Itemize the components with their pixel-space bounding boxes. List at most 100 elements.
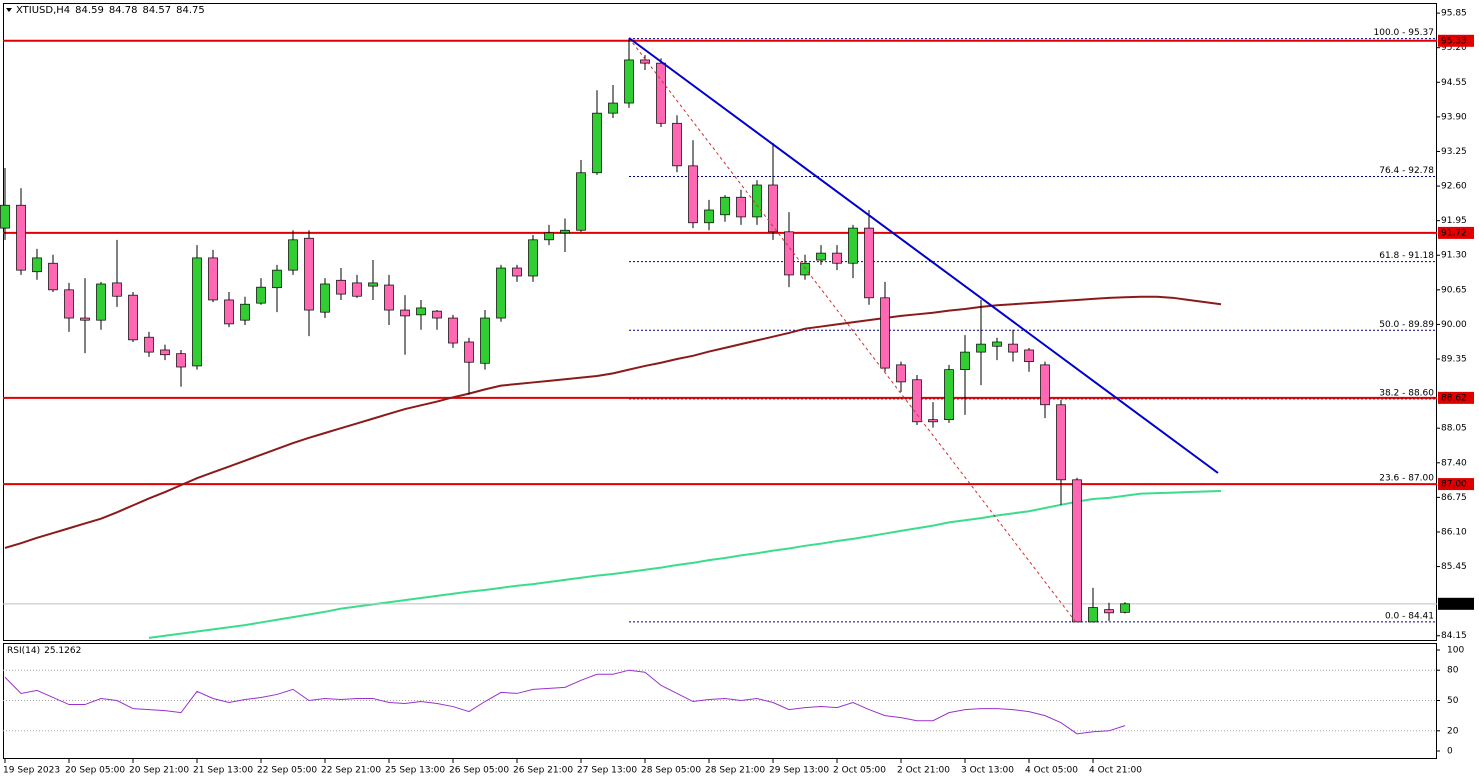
x-tick-label: 26 Sep 21:00 bbox=[513, 766, 573, 776]
candle-body bbox=[560, 229, 570, 234]
y-tick-label: 89.35 bbox=[1441, 355, 1467, 365]
candle-body bbox=[1024, 349, 1034, 363]
candle-body bbox=[944, 369, 954, 421]
candle-body bbox=[32, 257, 42, 273]
trend-line bbox=[628, 37, 1219, 474]
candle-body bbox=[272, 269, 282, 289]
candle-body bbox=[608, 102, 618, 114]
candle-body bbox=[864, 227, 874, 299]
candle-body bbox=[928, 419, 938, 423]
candle-body bbox=[1056, 404, 1066, 481]
y-tick-label: 84.15 bbox=[1441, 631, 1467, 641]
candle-body bbox=[224, 299, 234, 325]
x-tick-label: 21 Sep 13:00 bbox=[193, 766, 253, 776]
candle-body bbox=[656, 62, 666, 124]
candle-body bbox=[368, 282, 378, 287]
candle-body bbox=[576, 172, 586, 231]
y-tick-label: 86.75 bbox=[1441, 493, 1467, 503]
x-tick-label: 22 Sep 05:00 bbox=[257, 766, 317, 776]
level-label: 91.72 bbox=[1441, 228, 1467, 238]
low-value: 84.57 bbox=[142, 5, 171, 16]
high-value: 84.78 bbox=[109, 5, 138, 16]
candle-body bbox=[976, 343, 986, 353]
y-tick-label: 0 bbox=[1447, 747, 1453, 757]
fib-label: 23.6 - 87.00 bbox=[1379, 474, 1434, 484]
candle-body bbox=[512, 267, 522, 277]
current-price-label: 84.75 bbox=[1441, 599, 1467, 609]
open-value: 84.59 bbox=[75, 5, 104, 16]
candle-body bbox=[320, 283, 330, 313]
candle-body bbox=[240, 303, 250, 321]
candle-body bbox=[768, 184, 778, 233]
candle-body bbox=[624, 59, 634, 104]
level-label: 87.00 bbox=[1441, 480, 1467, 490]
y-tick-label: 88.05 bbox=[1441, 424, 1467, 434]
y-tick-label: 85.45 bbox=[1441, 562, 1467, 572]
candle-body bbox=[256, 286, 266, 304]
x-tick-label: 20 Sep 21:00 bbox=[129, 766, 189, 776]
y-tick-label: 90.00 bbox=[1441, 320, 1467, 330]
candle-body bbox=[720, 196, 730, 216]
candle-body bbox=[48, 262, 58, 291]
fib-label: 61.8 - 91.18 bbox=[1379, 251, 1434, 261]
y-tick-label: 93.25 bbox=[1441, 147, 1467, 157]
candle-body bbox=[64, 289, 74, 319]
candle-body bbox=[912, 379, 922, 423]
x-tick-label: 2 Oct 21:00 bbox=[897, 766, 950, 776]
symbol-menu-icon[interactable] bbox=[6, 8, 12, 12]
y-tick-label: 91.95 bbox=[1441, 216, 1467, 226]
candle-body bbox=[800, 262, 810, 276]
x-tick-label: 3 Oct 13:00 bbox=[961, 766, 1014, 776]
candle-body bbox=[352, 282, 362, 297]
y-tick-label: 91.30 bbox=[1441, 251, 1467, 261]
candle-body bbox=[400, 309, 410, 317]
candle-body bbox=[1104, 609, 1114, 614]
candle-body bbox=[208, 257, 218, 301]
candle-body bbox=[848, 227, 858, 264]
rsi-value: 25.1262 bbox=[44, 646, 81, 656]
x-tick-label: 28 Sep 21:00 bbox=[705, 766, 765, 776]
x-tick-label: 28 Sep 05:00 bbox=[641, 766, 701, 776]
fib-label: 50.0 - 89.89 bbox=[1379, 320, 1434, 330]
x-tick-label: 22 Sep 21:00 bbox=[321, 766, 381, 776]
y-tick-label: 50 bbox=[1447, 696, 1459, 706]
candle-body bbox=[192, 257, 202, 367]
candle-body bbox=[1088, 607, 1098, 623]
moving-average bbox=[148, 489, 1222, 639]
y-tick-label: 95.20 bbox=[1441, 43, 1467, 53]
candle-body bbox=[304, 237, 314, 311]
candle-body bbox=[880, 297, 890, 369]
candle-body bbox=[896, 364, 906, 383]
rsi-title: RSI(14) 25.1262 bbox=[7, 646, 81, 656]
fib-label: 0.0 - 84.41 bbox=[1385, 611, 1434, 621]
candle-body bbox=[480, 317, 490, 364]
candle-body bbox=[80, 317, 90, 321]
candle-body bbox=[1120, 603, 1130, 613]
candle-body bbox=[96, 283, 106, 321]
candle-body bbox=[0, 204, 10, 229]
candle-body bbox=[960, 351, 970, 371]
candle-body bbox=[144, 336, 154, 353]
candle-body bbox=[16, 204, 26, 271]
level-label: 95.33 bbox=[1441, 36, 1467, 46]
candle-body bbox=[128, 294, 138, 341]
candle-body bbox=[384, 284, 394, 311]
y-tick-label: 94.55 bbox=[1441, 78, 1467, 88]
candle-body bbox=[528, 239, 538, 277]
x-tick-label: 25 Sep 13:00 bbox=[385, 766, 445, 776]
level-label-box bbox=[1438, 34, 1474, 47]
candle-body bbox=[1008, 343, 1018, 353]
candle-body bbox=[688, 165, 698, 224]
y-tick-label: 92.60 bbox=[1441, 182, 1467, 192]
candle-body bbox=[416, 307, 426, 316]
y-tick-label: 100 bbox=[1447, 646, 1464, 656]
candle-body bbox=[704, 209, 714, 224]
main-panel-frame bbox=[3, 3, 1437, 641]
candle-body bbox=[464, 341, 474, 363]
fib-label: 38.2 - 88.60 bbox=[1379, 388, 1434, 398]
plot-area: 100.0 - 95.37 76.4 - 92.78 61.8 - 91.18 50.… bbox=[0, 28, 1437, 735]
rsi-line bbox=[4, 669, 1126, 735]
level-label-box bbox=[1438, 391, 1474, 404]
candle-body bbox=[640, 59, 650, 64]
